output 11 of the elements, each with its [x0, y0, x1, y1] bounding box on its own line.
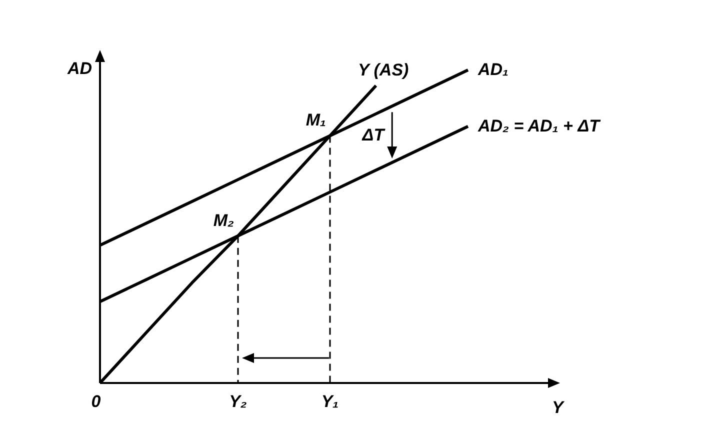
x-tick-label: Y₂	[229, 392, 248, 411]
annotation: M₁	[306, 110, 326, 130]
series-label: AD₁	[477, 60, 509, 79]
series-label: Y (AS)	[358, 60, 410, 80]
x-axis-title: Y	[552, 398, 565, 417]
y-axis-title: AD	[66, 59, 92, 78]
series-label: AD₂ = AD₁ + ΔT	[477, 116, 602, 136]
x-tick-label: 0	[91, 392, 102, 411]
annotation: ΔT	[361, 125, 386, 144]
annotation: M₂	[213, 210, 235, 230]
x-tick-label: Y₁	[321, 392, 339, 411]
